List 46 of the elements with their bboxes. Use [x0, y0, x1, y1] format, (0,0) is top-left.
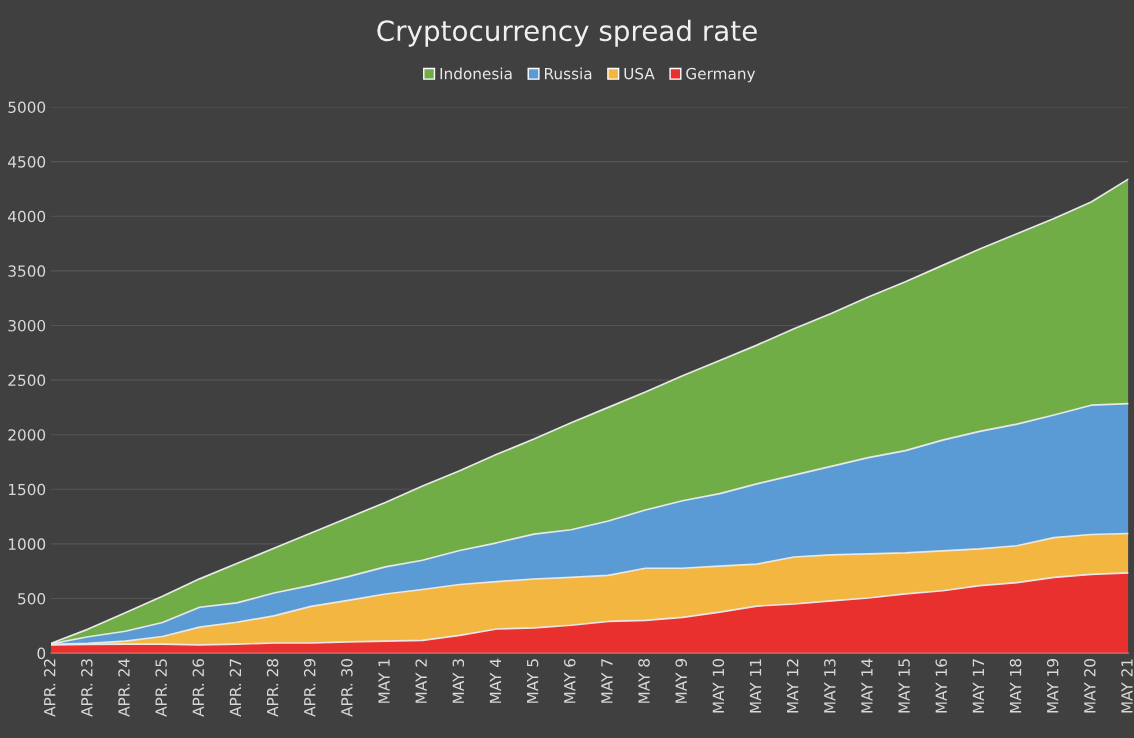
x-tick-label: MAY 5 [527, 659, 539, 703]
x-tick-label: MAY 18 [1009, 659, 1022, 713]
x-tick-label: MAY 16 [935, 658, 948, 713]
x-tick-label: APR. 30 [341, 659, 353, 717]
y-tick-label: 4500 [8, 156, 46, 168]
x-tick-label: MAY 20 [1084, 659, 1096, 713]
y-tick-label: 1000 [8, 538, 46, 550]
x-tick-label: MAY 11 [749, 659, 762, 713]
x-tick-label: MAY 1 [378, 659, 390, 703]
y-tick-label: 2500 [8, 374, 46, 387]
y-tick-label: 5000 [8, 101, 46, 114]
x-tick-label: MAY 17 [972, 659, 984, 713]
y-tick-label: 4000 [8, 210, 46, 223]
x-tick-label: MAY 8 [638, 659, 650, 703]
x-tick-label: APR. 24 [118, 658, 130, 717]
x-tick-label: MAY 15 [898, 659, 910, 713]
x-tick-label: APR. 22 [43, 659, 56, 717]
x-tick-label: MAY 13 [824, 659, 836, 713]
y-tick-label: 2000 [8, 429, 46, 441]
x-tick-label: APR. 23 [81, 659, 93, 717]
y-tick-label: 500 [18, 592, 46, 605]
x-tick-label: APR. 29 [303, 659, 316, 717]
chart-title: Cryptocurrency spread rate [377, 19, 757, 47]
x-tick-label: APR. 25 [155, 659, 167, 717]
y-tick-label: 3500 [8, 265, 46, 277]
x-tick-label: APR. 27 [229, 659, 241, 717]
x-tick-label: MAY 7 [601, 659, 613, 703]
x-tick-label: MAY 9 [675, 659, 687, 703]
x-tick-label: MAY 4 [489, 658, 502, 703]
x-tick-label: APR. 26 [192, 658, 205, 717]
y-tick-label: 0 [37, 647, 46, 660]
y-tick-label: 1500 [8, 483, 46, 496]
legend-label: Indonesia [440, 67, 512, 80]
x-tick-label: MAY 19 [1046, 659, 1059, 713]
x-tick-label: MAY 2 [415, 659, 427, 703]
x-tick-label: MAY 14 [861, 658, 873, 713]
x-tick-label: MAY 12 [786, 659, 799, 713]
x-tick-label: MAY 10 [712, 659, 725, 713]
legend-label: USA [624, 67, 655, 80]
x-tick-label: MAY 3 [452, 659, 465, 703]
legend-label: Germany [686, 67, 756, 83]
x-tick-label: MAY 6 [563, 658, 576, 703]
x-tick-label: APR. 28 [266, 659, 279, 717]
x-tick-label: MAY 21 [1121, 659, 1133, 713]
legend-label: Russia [545, 67, 592, 80]
y-tick-label: 3000 [8, 319, 46, 332]
